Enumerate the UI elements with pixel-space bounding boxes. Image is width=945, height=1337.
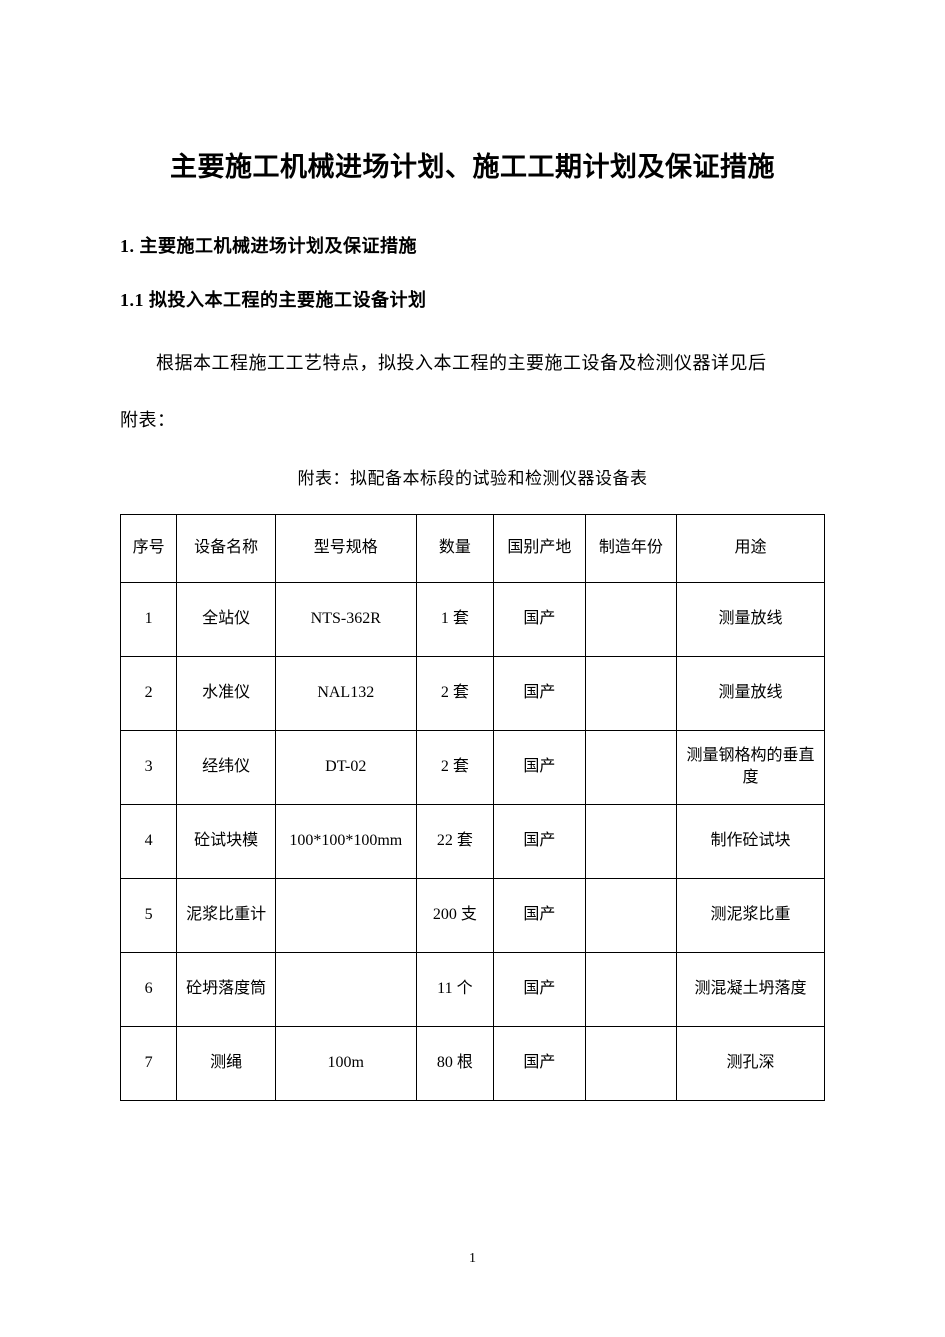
td-model: 100m [275, 1026, 416, 1100]
td-origin: 国产 [494, 1026, 586, 1100]
td-origin: 国产 [494, 730, 586, 804]
td-name: 经纬仪 [177, 730, 276, 804]
td-name: 泥浆比重计 [177, 878, 276, 952]
td-use: 制作砼试块 [677, 804, 825, 878]
table-row: 7 测绳 100m 80 根 国产 测孔深 [121, 1026, 825, 1100]
td-year [585, 804, 677, 878]
td-seq: 7 [121, 1026, 177, 1100]
td-origin: 国产 [494, 656, 586, 730]
td-use: 测量放线 [677, 656, 825, 730]
th-year: 制造年份 [585, 514, 677, 582]
table-row: 2 水准仪 NAL132 2 套 国产 测量放线 [121, 656, 825, 730]
table-caption: 附表：拟配备本标段的试验和检测仪器设备表 [120, 464, 825, 489]
subsection-1-1-heading: 1.1 拟投入本工程的主要施工设备计划 [120, 286, 825, 312]
td-origin: 国产 [494, 878, 586, 952]
td-seq: 2 [121, 656, 177, 730]
td-seq: 1 [121, 582, 177, 656]
td-quantity: 80 根 [416, 1026, 493, 1100]
td-use: 测泥浆比重 [677, 878, 825, 952]
td-quantity: 2 套 [416, 656, 493, 730]
th-seq: 序号 [121, 514, 177, 582]
td-name: 测绳 [177, 1026, 276, 1100]
td-name: 砼坍落度筒 [177, 952, 276, 1026]
td-name: 水准仪 [177, 656, 276, 730]
page-container: 主要施工机械进场计划、施工工期计划及保证措施 1. 主要施工机械进场计划及保证措… [0, 0, 945, 1101]
td-seq: 4 [121, 804, 177, 878]
td-year [585, 878, 677, 952]
td-origin: 国产 [494, 952, 586, 1026]
td-origin: 国产 [494, 804, 586, 878]
td-year [585, 1026, 677, 1100]
td-year [585, 730, 677, 804]
td-quantity: 11 个 [416, 952, 493, 1026]
td-use: 测量放线 [677, 582, 825, 656]
th-name: 设备名称 [177, 514, 276, 582]
equipment-table: 序号 设备名称 型号规格 数量 国别产地 制造年份 用途 1 全站仪 NTS-3… [120, 514, 825, 1101]
td-year [585, 952, 677, 1026]
td-model: NAL132 [275, 656, 416, 730]
section-1-heading: 1. 主要施工机械进场计划及保证措施 [120, 232, 825, 258]
th-quantity: 数量 [416, 514, 493, 582]
td-seq: 5 [121, 878, 177, 952]
td-use: 测孔深 [677, 1026, 825, 1100]
main-title: 主要施工机械进场计划、施工工期计划及保证措施 [120, 145, 825, 184]
page-number: 1 [0, 1251, 945, 1267]
td-model [275, 952, 416, 1026]
td-model [275, 878, 416, 952]
td-year [585, 656, 677, 730]
td-name: 全站仪 [177, 582, 276, 656]
table-row: 6 砼坍落度筒 11 个 国产 测混凝土坍落度 [121, 952, 825, 1026]
table-row: 1 全站仪 NTS-362R 1 套 国产 测量放线 [121, 582, 825, 656]
td-quantity: 1 套 [416, 582, 493, 656]
th-origin: 国别产地 [494, 514, 586, 582]
td-quantity: 22 套 [416, 804, 493, 878]
td-quantity: 200 支 [416, 878, 493, 952]
td-model: 100*100*100mm [275, 804, 416, 878]
td-origin: 国产 [494, 582, 586, 656]
td-seq: 3 [121, 730, 177, 804]
table-header-row: 序号 设备名称 型号规格 数量 国别产地 制造年份 用途 [121, 514, 825, 582]
th-model: 型号规格 [275, 514, 416, 582]
paragraph-line-2: 附表： [120, 397, 825, 444]
table-row: 5 泥浆比重计 200 支 国产 测泥浆比重 [121, 878, 825, 952]
td-model: NTS-362R [275, 582, 416, 656]
table-row: 4 砼试块模 100*100*100mm 22 套 国产 制作砼试块 [121, 804, 825, 878]
table-row: 3 经纬仪 DT-02 2 套 国产 测量钢格构的垂直度 [121, 730, 825, 804]
td-seq: 6 [121, 952, 177, 1026]
td-year [585, 582, 677, 656]
td-use: 测量钢格构的垂直度 [677, 730, 825, 804]
td-name: 砼试块模 [177, 804, 276, 878]
td-quantity: 2 套 [416, 730, 493, 804]
th-use: 用途 [677, 514, 825, 582]
td-model: DT-02 [275, 730, 416, 804]
paragraph-line-1: 根据本工程施工工艺特点，拟投入本工程的主要施工设备及检测仪器详见后 [120, 340, 825, 387]
td-use: 测混凝土坍落度 [677, 952, 825, 1026]
